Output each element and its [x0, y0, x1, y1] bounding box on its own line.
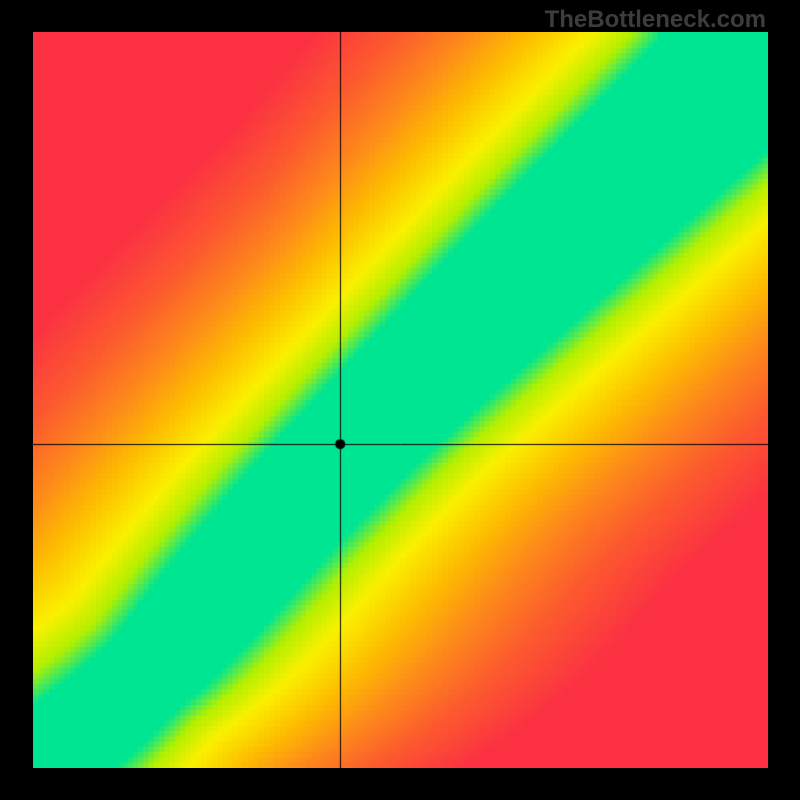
watermark-text: TheBottleneck.com [545, 6, 766, 34]
chart-container: TheBottleneck.com [0, 0, 800, 800]
crosshair-overlay [33, 32, 768, 768]
